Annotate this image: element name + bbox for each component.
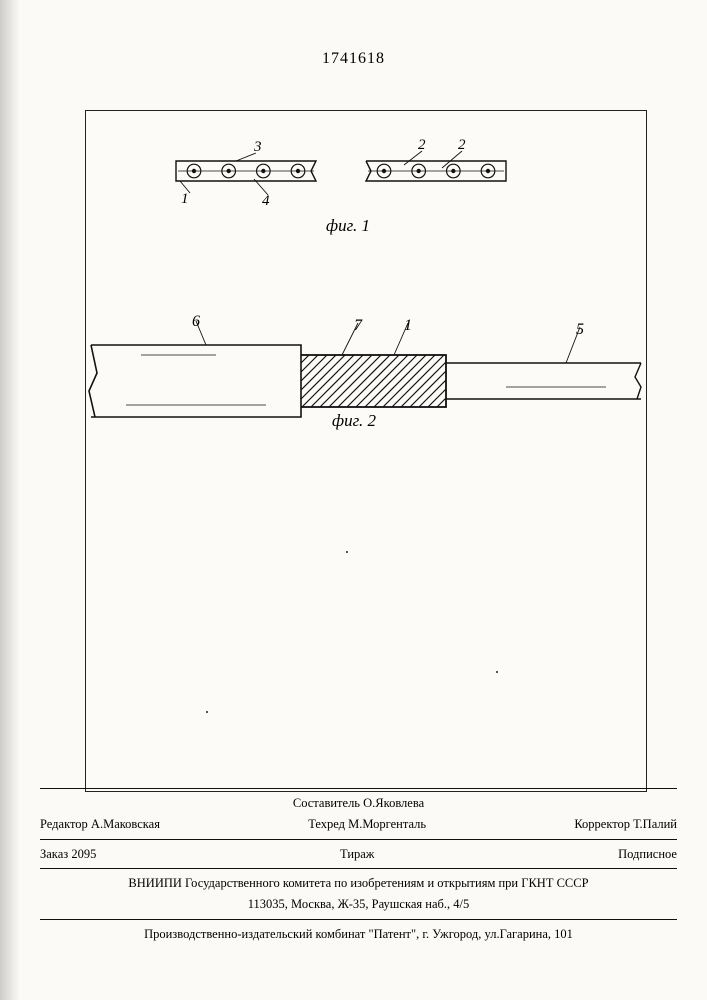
noise [496, 671, 498, 673]
doc-number: 1741618 [0, 50, 707, 68]
noise [206, 711, 208, 713]
noise [346, 551, 348, 553]
fig2-ref-1: 1 [404, 317, 412, 335]
figure-area: фиг. 1 3 2 2 1 4 фиг. 2 6 7 1 5 [85, 110, 647, 792]
footer-order: Заказ 2095 Тираж Подписное [40, 844, 677, 865]
fig2-label: фиг. 2 [332, 411, 376, 431]
scan-shadow [0, 0, 20, 1000]
fig2-svg [86, 301, 646, 471]
fig2-ref-5: 5 [576, 321, 584, 339]
fig1-ref-2a: 2 [418, 137, 426, 154]
page: 1741618 фиг. 1 3 2 2 1 4 фиг. 2 6 7 1 5 … [0, 0, 707, 1000]
fig1-ref-1: 1 [181, 191, 189, 208]
fig1-label: фиг. 1 [326, 216, 370, 236]
fig1-ref-2b: 2 [458, 137, 466, 154]
fig1-ref-4: 4 [262, 193, 270, 210]
footer-org: ВНИИПИ Государственного комитета по изоб… [40, 873, 677, 894]
fig2-ref-6: 6 [192, 313, 200, 331]
fig2-ref-7: 7 [354, 317, 362, 335]
footer: Составитель О.Яковлева Редактор А.Маковс… [40, 784, 677, 945]
fig1-svg [86, 111, 646, 261]
footer-compiler: Составитель О.Яковлева [40, 793, 677, 814]
fig1-ref-3: 3 [254, 139, 262, 156]
footer-credits: Редактор А.Маковская Техред М.Моргенталь… [40, 814, 677, 835]
footer-print: Производственно-издательский комбинат "П… [40, 924, 677, 945]
footer-org-addr: 113035, Москва, Ж-35, Раушская наб., 4/5 [40, 894, 677, 915]
